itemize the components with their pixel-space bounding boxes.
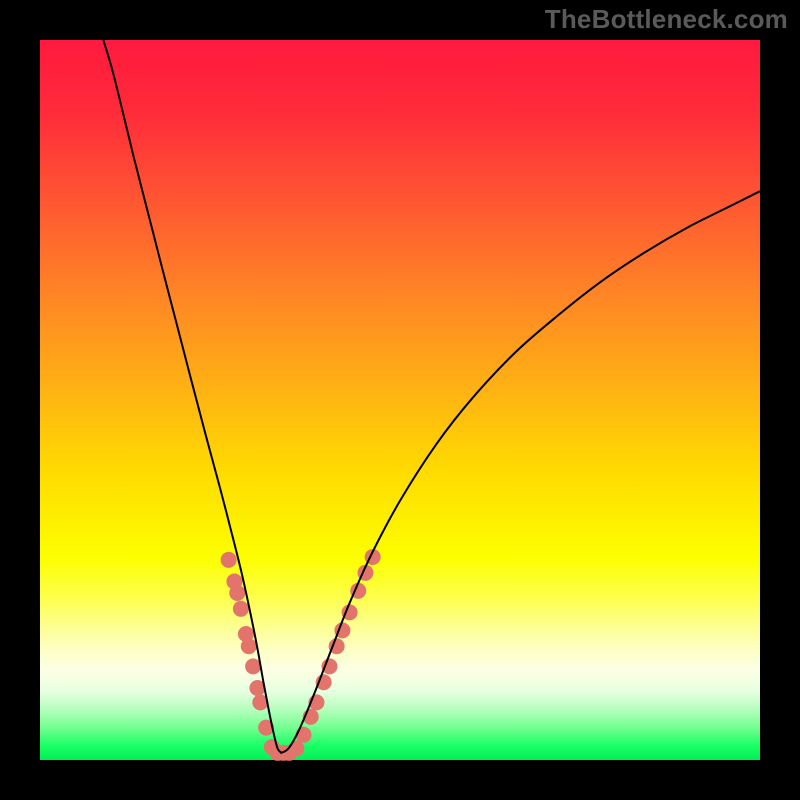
chart-container: TheBottleneck.com — [0, 0, 800, 800]
data-point — [296, 727, 312, 743]
data-point — [233, 601, 249, 617]
bottleneck-chart — [0, 0, 800, 800]
watermark-text: TheBottleneck.com — [545, 4, 788, 35]
data-point — [221, 552, 237, 568]
plot-background — [40, 40, 760, 760]
data-point — [288, 740, 304, 756]
data-point — [241, 638, 257, 654]
data-point — [229, 585, 245, 601]
